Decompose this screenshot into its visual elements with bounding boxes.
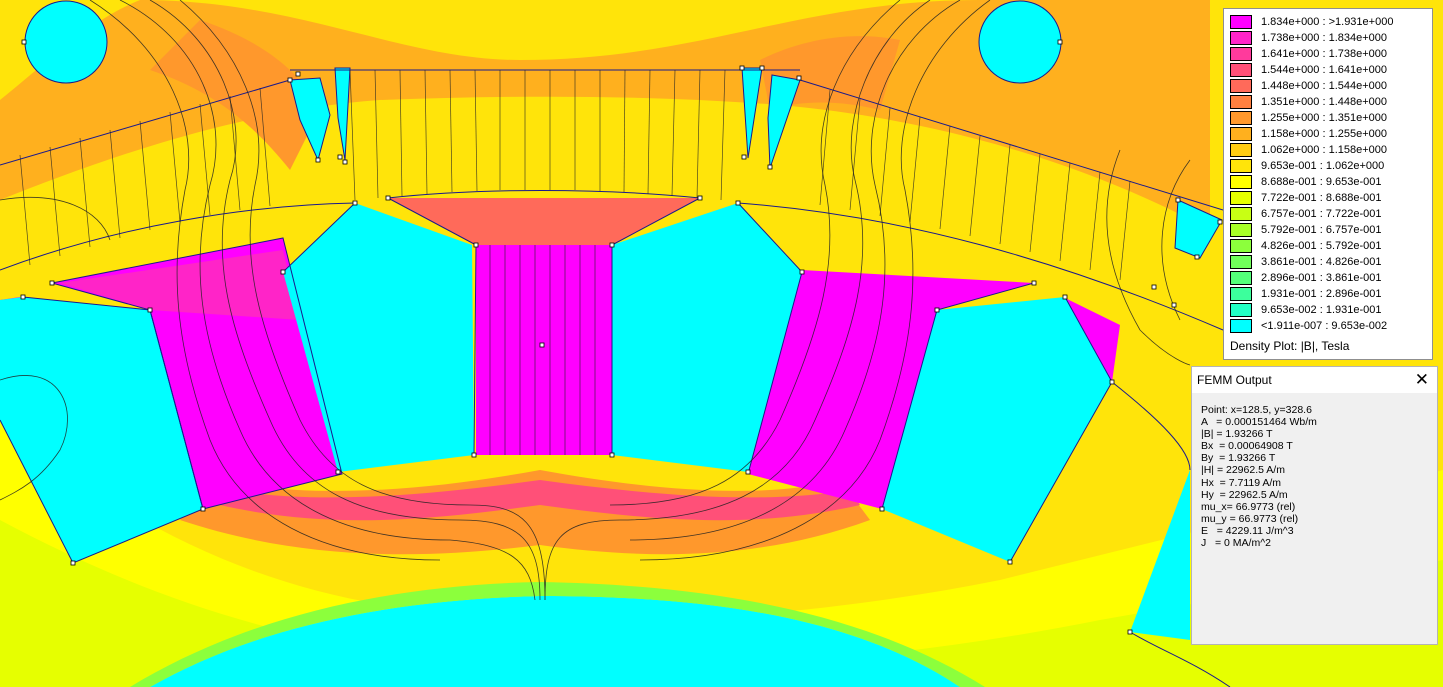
legend-entry: 1.062e+000 : 1.158e+000 — [1230, 141, 1430, 157]
legend-range-label: 9.653e-002 : 1.931e-001 — [1261, 304, 1382, 316]
legend-entry: 1.351e+000 : 1.448e+000 — [1230, 93, 1430, 109]
legend-swatch — [1230, 223, 1252, 237]
legend-entry: 9.653e-002 : 1.931e-001 — [1230, 301, 1430, 317]
legend-range-label: 1.738e+000 : 1.834e+000 — [1261, 32, 1388, 44]
legend-range-label: 7.722e-001 : 8.688e-001 — [1261, 192, 1382, 204]
legend-swatch — [1230, 271, 1252, 285]
legend-swatch — [1230, 175, 1252, 189]
legend-entry: 3.861e-001 : 4.826e-001 — [1230, 253, 1430, 269]
node-markers[interactable] — [20, 39, 1223, 635]
legend-swatch — [1230, 143, 1252, 157]
legend-swatch — [1230, 31, 1252, 45]
legend-entry: 1.255e+000 : 1.351e+000 — [1230, 109, 1430, 125]
legend-range-label: 1.641e+000 : 1.738e+000 — [1261, 48, 1388, 60]
back-iron-flux — [19, 69, 1131, 455]
output-line: J = 0 MA/m^2 — [1201, 537, 1271, 550]
window-title: FEMM Output — [1197, 373, 1272, 387]
legend-range-label: 1.351e+000 : 1.448e+000 — [1261, 96, 1388, 108]
legend-range-label: 5.792e-001 : 6.757e-001 — [1261, 224, 1382, 236]
legend-range-label: 1.544e+000 : 1.641e+000 — [1261, 64, 1388, 76]
legend-entry: 1.738e+000 : 1.834e+000 — [1230, 29, 1430, 45]
slot-right — [882, 297, 1112, 562]
legend-swatch — [1230, 127, 1252, 141]
legend-swatch — [1230, 79, 1252, 93]
output-line: Hy = 22962.5 A/m — [1201, 488, 1288, 501]
output-line: |B| = 1.93266 T — [1201, 428, 1273, 441]
legend-entry: 7.722e-001 : 8.688e-001 — [1230, 189, 1430, 205]
slot-center-right — [612, 203, 802, 472]
mounting-hole-right[interactable] — [978, 0, 1062, 84]
legend-entry: 8.688e-001 : 9.653e-001 — [1230, 173, 1430, 189]
legend-entry: 4.826e-001 : 5.792e-001 — [1230, 237, 1430, 253]
legend-range-label: 9.653e-001 : 1.062e+000 — [1261, 160, 1385, 172]
legend-swatch — [1230, 111, 1252, 125]
output-line: mu_y = 66.9773 (rel) — [1201, 512, 1299, 525]
legend-entry: 5.792e-001 : 6.757e-001 — [1230, 221, 1430, 237]
legend-swatch — [1230, 287, 1252, 301]
legend-entry: 2.896e-001 : 3.861e-001 — [1230, 269, 1430, 285]
legend-title: Density Plot: |B|, Tesla — [1230, 339, 1350, 353]
legend-swatch — [1230, 207, 1252, 221]
legend-range-label: 2.896e-001 : 3.861e-001 — [1261, 272, 1382, 284]
femm-output-window[interactable]: FEMM Output ✕ Point: x=128.5, y=328.6 A =… — [1191, 366, 1438, 645]
legend-range-label: 1.062e+000 : 1.158e+000 — [1261, 144, 1388, 156]
output-line: mu_x= 66.9773 (rel) — [1201, 500, 1296, 513]
close-icon[interactable]: ✕ — [1414, 370, 1429, 389]
legend-range-label: 6.757e-001 : 7.722e-001 — [1261, 208, 1382, 220]
density-legend: 1.834e+000 : >1.931e+000 1.738e+000 : 1.8… — [1223, 8, 1433, 360]
slot-center-left — [283, 203, 474, 472]
legend-swatch — [1230, 95, 1252, 109]
legend-swatch — [1230, 303, 1252, 317]
output-line: A = 0.000151464 Wb/m — [1201, 416, 1317, 429]
legend-entry: 6.757e-001 : 7.722e-001 — [1230, 205, 1430, 221]
legend-swatch — [1230, 319, 1252, 333]
legend-range-label: 1.448e+000 : 1.544e+000 — [1261, 80, 1388, 92]
legend-entry: 1.931e-001 : 2.896e-001 — [1230, 285, 1430, 301]
legend-range-label: 4.826e-001 : 5.792e-001 — [1261, 240, 1382, 252]
slot-far-right — [1130, 470, 1190, 640]
output-line: |H| = 22962.5 A/m — [1201, 464, 1285, 477]
output-line: Point: x=128.5, y=328.6 — [1201, 404, 1312, 416]
legend-range-label: 1.834e+000 : >1.931e+000 — [1261, 16, 1394, 28]
legend-swatch — [1230, 159, 1252, 173]
output-line: Bx = 0.00064908 T — [1201, 440, 1293, 453]
output-line: Hx = 7.7119 A/m — [1201, 476, 1282, 489]
legend-entry: 1.544e+000 : 1.641e+000 — [1230, 61, 1430, 77]
geometry-boundaries — [0, 69, 1231, 687]
legend-entry: 1.641e+000 : 1.738e+000 — [1230, 45, 1430, 61]
legend-entry: 1.158e+000 : 1.255e+000 — [1230, 125, 1430, 141]
legend-swatch — [1230, 47, 1252, 61]
legend-swatch — [1230, 15, 1252, 29]
output-text[interactable]: Point: x=128.5, y=328.6 A = 0.000151464 W… — [1201, 404, 1317, 549]
legend-range-label: 1.255e+000 : 1.351e+000 — [1261, 112, 1388, 124]
legend-swatch — [1230, 63, 1252, 77]
legend-range-label: 3.861e-001 : 4.826e-001 — [1261, 256, 1382, 268]
legend-entry: 9.653e-001 : 1.062e+000 — [1230, 157, 1430, 173]
legend-range-label: 8.688e-001 : 9.653e-001 — [1261, 176, 1382, 188]
legend-range-label: 1.158e+000 : 1.255e+000 — [1261, 128, 1388, 140]
window-title-bar[interactable]: FEMM Output ✕ — [1192, 367, 1437, 393]
output-line: By = 1.93266 T — [1201, 452, 1276, 465]
slot-left — [0, 297, 203, 563]
rotor-region — [150, 596, 960, 687]
output-line: E = 4229.11 J/m^3 — [1201, 524, 1294, 537]
saturated-teeth[interactable] — [0, 198, 1120, 509]
flux-lines — [0, 0, 1191, 601]
legend-swatch — [1230, 239, 1252, 253]
legend-swatch — [1230, 255, 1252, 269]
legend-range-label: <1.911e-007 : 9.653e-002 — [1261, 320, 1388, 332]
legend-entry: <1.911e-007 : 9.653e-002 — [1230, 317, 1430, 333]
legend-swatch — [1230, 191, 1252, 205]
mounting-hole-left[interactable] — [24, 0, 108, 84]
airgap-band — [130, 582, 985, 687]
legend-range-label: 1.931e-001 : 2.896e-001 — [1261, 288, 1382, 300]
stator-slots[interactable] — [0, 203, 1190, 640]
legend-entry: 1.834e+000 : >1.931e+000 — [1230, 13, 1430, 29]
legend-entry: 1.448e+000 : 1.544e+000 — [1230, 77, 1430, 93]
